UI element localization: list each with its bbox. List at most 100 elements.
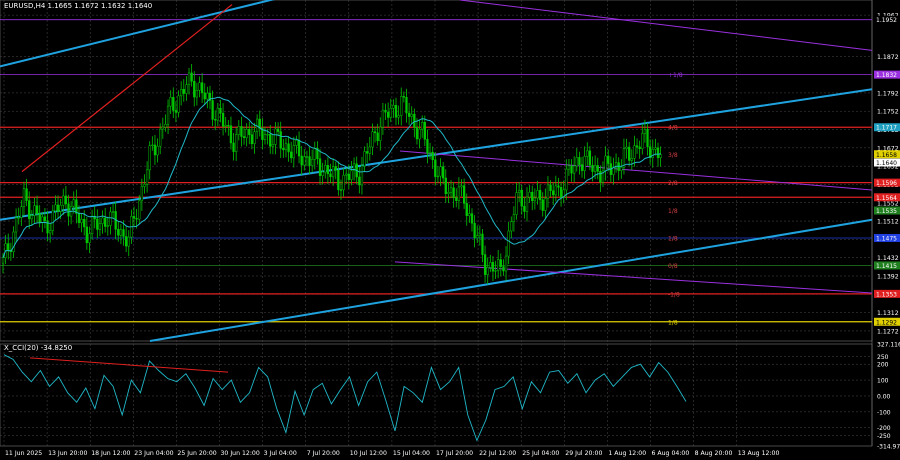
candle-body: [185, 84, 188, 94]
candle-body: [250, 134, 254, 145]
price-tag-label: 1.1952: [876, 17, 897, 24]
price-tag-label: 1.1658: [876, 152, 897, 159]
level-tag: 3/8: [668, 152, 678, 159]
candle-body: [607, 155, 610, 164]
candle-body: [549, 184, 552, 192]
candle-body: [415, 127, 419, 140]
time-axis-label: 10 Jul 12:00: [350, 450, 387, 457]
price-axis-label: 1.1552: [877, 200, 899, 207]
candle-body: [648, 146, 652, 158]
candle-body: [145, 169, 149, 185]
candle-body: [151, 144, 154, 147]
candle-body: [159, 128, 162, 147]
candle-body: [329, 173, 332, 178]
candle-body: [376, 132, 379, 141]
candle-body: [297, 140, 301, 157]
candle-body: [462, 185, 466, 204]
symbol-legend: EURUSD,H4 1.1665 1.1672 1.1632 1.1640: [4, 2, 152, 10]
candle-body: [54, 204, 57, 212]
candle-body: [200, 82, 204, 94]
candle-body: [392, 105, 395, 109]
candle-body: [143, 184, 146, 187]
candle-body: [104, 217, 107, 227]
price-tag-box: [874, 206, 900, 215]
candle-body: [578, 157, 581, 165]
candle-body: [559, 187, 563, 198]
symbol-quote: EURUSD,H4 1.1665 1.1672 1.1632 1.1640: [4, 2, 153, 10]
candle-body: [292, 145, 295, 159]
candle-body: [88, 233, 91, 244]
candle-body: [489, 262, 492, 268]
candle-body: [651, 149, 654, 158]
candle-body: [316, 148, 319, 160]
time-axis-label: 8 Aug 20:00: [695, 450, 733, 457]
candle-body: [575, 157, 578, 167]
candle-body: [161, 126, 164, 130]
candle-body: [219, 107, 222, 114]
channel-line: [459, 0, 873, 51]
candle-body: [49, 230, 52, 234]
candle-body: [371, 131, 374, 148]
channel-line: [394, 261, 873, 294]
candle-body: [580, 164, 584, 171]
candle-body: [124, 236, 128, 247]
candle-body: [96, 218, 99, 230]
candle-body: [321, 171, 324, 176]
candle-body: [214, 119, 217, 121]
candle-body: [75, 199, 78, 214]
candle-body: [533, 197, 537, 202]
candle-body: [237, 126, 240, 135]
candle-body: [308, 156, 311, 166]
candle-body: [591, 164, 594, 172]
candle-body: [586, 150, 589, 157]
candle-body: [504, 255, 508, 272]
candle-body: [235, 134, 238, 152]
candle-body: [20, 206, 23, 218]
candle-body: [80, 218, 83, 224]
candle-body: [174, 110, 178, 113]
price-tag-label: 1.1535: [876, 208, 897, 215]
candle-body: [313, 148, 316, 160]
candle-body: [656, 147, 660, 158]
candle-body: [190, 72, 193, 82]
candle-body: [33, 205, 36, 216]
candle-body: [198, 82, 201, 91]
candle-body: [620, 166, 623, 171]
candle-body: [402, 96, 406, 98]
time-axis-label: 11 Jun 2025: [5, 450, 42, 457]
candle-body: [386, 111, 390, 118]
candle-body: [208, 92, 212, 101]
candle-body: [630, 158, 633, 161]
candle-body: [512, 214, 516, 222]
candle-body: [64, 195, 68, 205]
trend-line: [149, 218, 873, 342]
candle-body: [300, 155, 303, 166]
time-axis-label: 25 Jul 04:00: [522, 450, 559, 457]
candle-body: [324, 165, 327, 173]
candle-body: [14, 217, 18, 233]
level-tag: -1/8: [668, 291, 680, 298]
red-trend-line: [21, 4, 233, 173]
oscillator-axis-label: -200: [877, 425, 891, 432]
oscillator-axis-label: 327.116: [877, 342, 900, 349]
candle-body: [240, 126, 243, 137]
price-tag-label: 1.1596: [876, 180, 897, 187]
candle-body: [117, 228, 120, 236]
candle-body: [596, 165, 599, 172]
candle-body: [318, 158, 322, 176]
candle-body: [90, 215, 94, 235]
oscillator-axis-label: 0.00: [877, 393, 891, 400]
time-axis-label: 23 Jun 04:00: [134, 450, 173, 457]
price-axis-label: 1.1672: [877, 145, 899, 152]
candle-body: [227, 124, 230, 127]
candle-body: [290, 151, 293, 159]
candle-body: [253, 131, 256, 145]
oscillator-legend: X_CCI(20) -34.8250: [4, 344, 72, 352]
candle-body: [389, 107, 392, 118]
candle-body: [483, 254, 487, 275]
candle-body: [311, 159, 314, 166]
candle-body: [166, 105, 170, 125]
candle-body: [604, 155, 607, 172]
price-axis-label: 1.1792: [877, 90, 899, 97]
